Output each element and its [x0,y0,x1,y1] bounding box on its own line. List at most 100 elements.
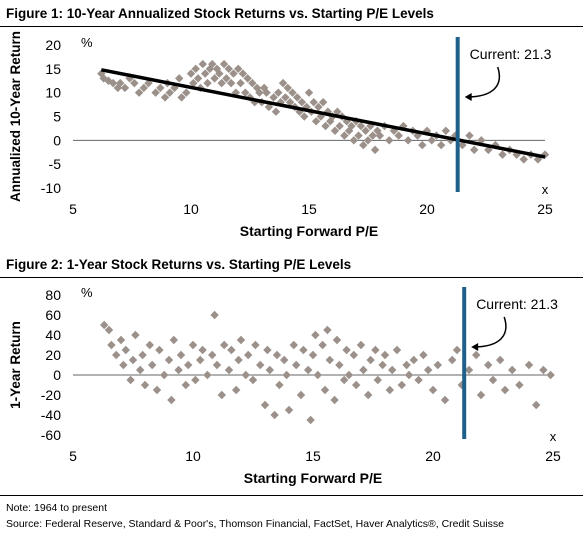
figure-1-title-rule [0,26,583,27]
data-point [210,310,219,320]
data-point [472,350,481,360]
data-point [404,370,414,380]
data-point [403,136,413,145]
data-point [292,360,301,370]
data-point [212,360,222,370]
data-point [366,355,375,365]
data-point [436,140,446,150]
footer-rule [0,495,583,496]
y-axis-label: Annualized 10-Year Return [8,31,23,202]
data-point [326,117,335,126]
data-point [191,375,200,385]
data-point [270,410,279,420]
figure-2-title-rule [0,277,583,278]
data-point [289,340,298,350]
data-point [156,83,165,93]
data-point [282,370,291,380]
figure-1-title: Figure 1: 10-Year Annualized Stock Retur… [6,6,434,21]
data-point [231,88,241,97]
data-point [371,345,380,355]
data-point [215,69,224,78]
data-point [119,360,128,370]
data-point [134,88,144,97]
data-point [271,107,281,116]
data-point [498,150,507,159]
data-point [344,126,354,135]
data-point [186,69,196,78]
data-point [272,350,282,360]
data-point [440,395,450,405]
data-point [347,121,356,131]
data-point [278,78,288,88]
data-point [333,107,342,116]
data-point [283,83,292,93]
data-point [265,365,274,375]
data-point [419,350,428,360]
y-tick-label: 5 [53,109,61,125]
data-point [107,340,116,350]
data-point [189,78,198,88]
data-point [120,83,130,93]
data-point [402,360,411,370]
figure-2-title: Figure 2: 1-Year Stock Returns vs. Start… [6,257,352,272]
data-point [274,88,283,97]
data-point [181,380,190,390]
y-tick-label: -20 [41,387,61,403]
data-point [238,69,248,78]
data-point [188,340,198,350]
data-point [203,78,212,88]
data-point [378,360,387,370]
data-point [533,155,543,164]
data-point [167,395,176,405]
x-tick-label: 25 [537,201,553,217]
data-point [323,325,332,335]
data-point [496,355,505,365]
current-pe-label: Current: 21.3 [470,46,552,62]
data-point [388,365,397,375]
data-point [428,385,438,395]
data-point [136,365,145,375]
data-point [385,136,394,145]
data-point [515,380,524,390]
data-point [220,340,229,350]
data-point [296,390,306,400]
data-point [409,355,418,365]
y-tick-label: -40 [41,407,61,423]
figure-2-chart: -60 -40 -20 0 20 40 60 80 5 10 15 20 25% x Starting Fo… [8,285,561,486]
data-point [524,360,534,370]
y-tick-label: -10 [41,180,61,196]
data-point [145,340,154,350]
data-point [344,370,354,380]
data-point [539,365,548,375]
arrow-head [464,93,472,101]
data-point [441,126,451,135]
data-point [184,360,193,370]
x-axis-label: Starting Forward P/E [240,223,378,239]
data-point [280,355,289,365]
data-point [130,78,139,88]
data-point [297,98,307,107]
data-point [363,136,373,145]
data-point [335,121,344,131]
data-point [175,74,184,83]
data-point [269,93,278,102]
data-point [263,345,272,355]
data-point [275,380,284,390]
data-point [243,74,252,83]
data-point [370,145,380,155]
data-point [470,145,479,155]
data-point [99,74,108,83]
data-point [260,400,270,410]
y-tick-label: 0 [53,132,61,148]
data-point [222,74,231,83]
data-point [314,102,323,112]
data-point [116,335,126,345]
data-point [164,355,174,365]
data-point [155,345,164,355]
data-point [452,345,462,355]
data-point [321,121,330,131]
data-point [262,88,271,97]
data-point [512,150,521,159]
x-tick-label: 15 [301,201,317,217]
data-point [318,98,328,107]
